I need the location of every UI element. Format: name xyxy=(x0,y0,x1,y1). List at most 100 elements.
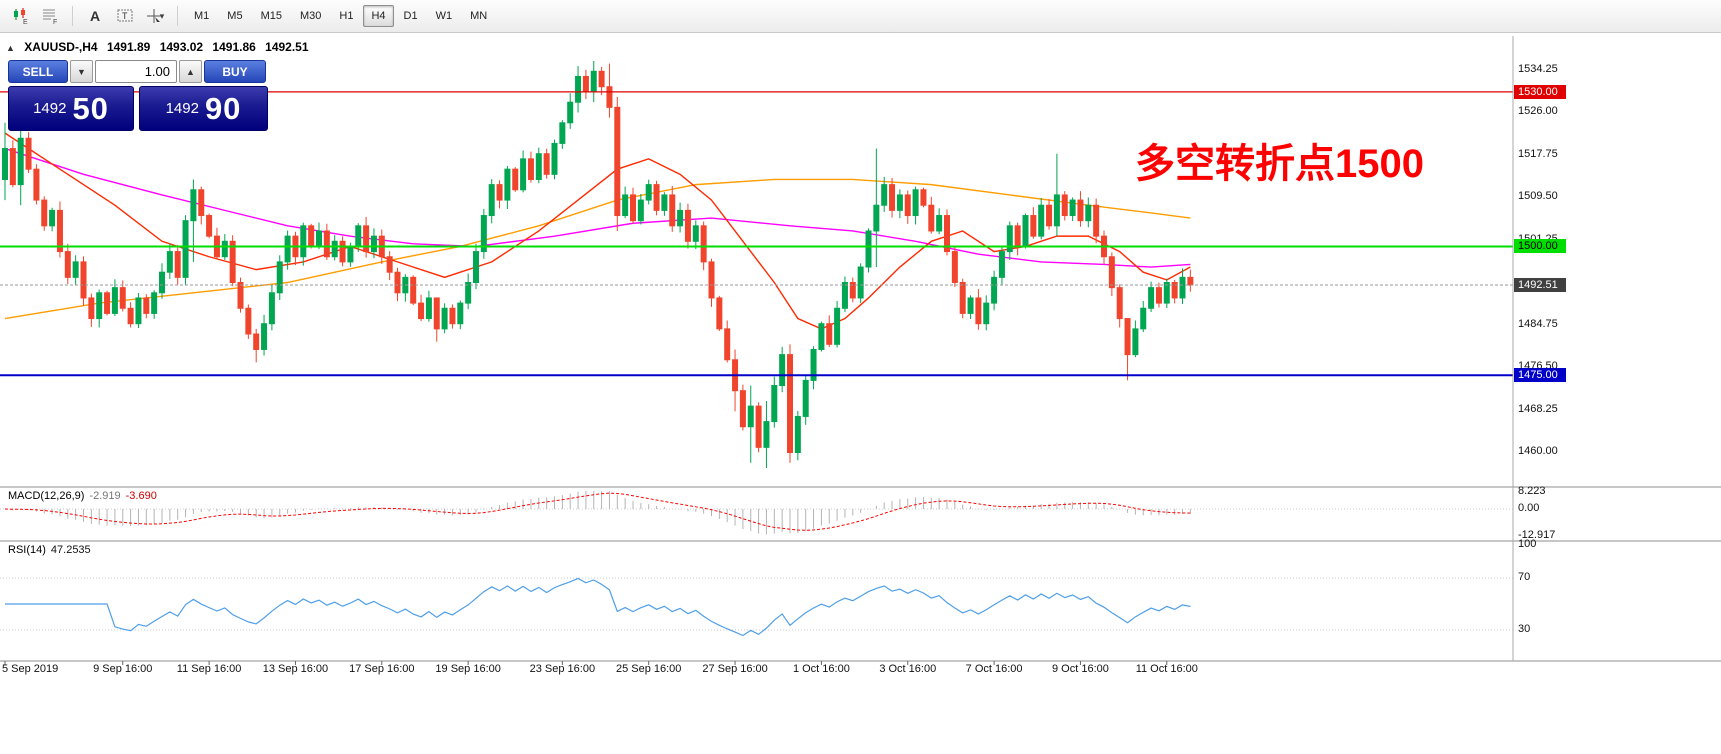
candle-body xyxy=(370,235,377,253)
candle-body xyxy=(920,189,927,206)
sell-button[interactable]: SELL xyxy=(8,60,68,83)
candle-body xyxy=(2,148,8,180)
candle-body xyxy=(849,281,856,299)
candle-body xyxy=(182,220,189,278)
axis-tick-label: 1468.25 xyxy=(1518,402,1558,415)
candle-body xyxy=(771,385,778,423)
candle-body xyxy=(410,276,417,304)
time-label: 1 Oct 16:00 xyxy=(792,663,850,675)
ohlc-close: 1492.51 xyxy=(265,40,309,54)
candle-body xyxy=(488,184,495,217)
candle-body xyxy=(245,307,252,335)
axis-tick-label: 1509.50 xyxy=(1518,190,1558,203)
buy-button[interactable]: BUY xyxy=(204,60,266,83)
candle-body xyxy=(33,168,40,201)
collapse-panel-icon[interactable]: ▲ xyxy=(6,43,15,53)
candle-body xyxy=(449,307,456,325)
crosshair-tool-button[interactable]: ▾ xyxy=(141,3,169,29)
candle-body xyxy=(598,70,605,88)
time-label: 27 Sep 16:00 xyxy=(702,663,768,675)
candle-body xyxy=(166,251,173,273)
timeframe-m15[interactable]: M15 xyxy=(260,10,282,22)
sub-letter-f: F xyxy=(53,19,57,25)
chart-annotation-text: 多空转折点1500 xyxy=(1135,142,1424,186)
candle-body xyxy=(316,230,322,247)
timeframe-h4[interactable]: H4 xyxy=(363,5,394,27)
timeframe-w1[interactable]: W1 xyxy=(435,10,453,22)
timeframe-d1[interactable]: D1 xyxy=(403,10,418,22)
time-label: 9 Sep 16:00 xyxy=(93,663,153,675)
candle-body xyxy=(661,194,668,211)
candle-body xyxy=(669,194,676,227)
crosshair-cursor-icon xyxy=(146,9,161,23)
candle-body xyxy=(276,261,283,294)
candle-body xyxy=(198,189,205,217)
timeframe-mn[interactable]: MN xyxy=(470,10,488,22)
candle-body xyxy=(229,240,236,283)
timeframe-m30[interactable]: M30 xyxy=(299,10,322,22)
letter-a-icon: A xyxy=(89,8,101,24)
macd-layer xyxy=(4,491,1191,535)
candle-body xyxy=(308,225,315,247)
candle-body xyxy=(802,379,809,417)
candle-body xyxy=(104,292,111,314)
volume-input[interactable] xyxy=(95,60,177,83)
candle-body xyxy=(567,101,574,124)
candle-body xyxy=(386,256,393,273)
level-lines-layer xyxy=(0,91,1513,377)
time-label: 19 Sep 16:00 xyxy=(435,663,501,675)
text-tool-button[interactable]: A xyxy=(81,3,109,29)
sell-price-tile[interactable]: 1492 50 xyxy=(8,86,134,131)
candle-body xyxy=(520,158,527,191)
candle-body xyxy=(206,215,213,237)
ohlc-open: 1491.89 xyxy=(106,40,151,54)
candle-body xyxy=(190,189,197,222)
time-label: 3 Oct 16:00 xyxy=(879,663,937,675)
timeframe-h1[interactable]: H1 xyxy=(339,10,354,22)
toolbar-separator xyxy=(177,6,178,26)
one-click-trade-row: SELL ▼ ▲ BUY xyxy=(8,60,266,83)
time-label: 11 Oct 16:00 xyxy=(1135,663,1198,675)
text-label-icon: T xyxy=(117,9,133,22)
candle-body xyxy=(135,297,142,325)
candle-body xyxy=(253,333,260,350)
candle-body xyxy=(896,194,903,211)
profile-button[interactable]: F xyxy=(36,3,64,29)
candle-body xyxy=(637,199,644,222)
candle-body xyxy=(841,281,848,309)
chart-template-button[interactable]: E xyxy=(6,3,34,29)
candle-body xyxy=(457,302,464,325)
bid-ask-tiles: 1492 50 1492 90 xyxy=(8,86,268,131)
candle-body xyxy=(49,209,56,227)
candle-body xyxy=(1163,281,1170,304)
label-tool-button[interactable]: T xyxy=(111,3,139,29)
candle-body xyxy=(1093,204,1100,237)
chart-canvas[interactable] xyxy=(0,33,1721,754)
macd-signal-value: -3.690 xyxy=(125,490,157,502)
macd-signal-line xyxy=(4,492,1191,531)
candle-body xyxy=(512,168,519,191)
candle-body xyxy=(1108,256,1115,289)
buy-price-tile[interactable]: 1492 90 xyxy=(139,86,268,131)
candle-body xyxy=(1069,199,1076,217)
volume-dropdown-button[interactable]: ▼ xyxy=(70,60,93,83)
macd-name: MACD(12,26,9) xyxy=(8,490,85,502)
candle-body xyxy=(1140,307,1147,330)
time-label: 17 Sep 16:00 xyxy=(349,663,415,675)
candle-body xyxy=(480,215,487,253)
candle-body xyxy=(1038,204,1045,237)
buy-price-pips: 90 xyxy=(204,90,242,126)
time-label: 5 Sep 2019 xyxy=(2,663,59,675)
axis-tick-label: 0.00 xyxy=(1518,502,1540,514)
volume-up-button[interactable]: ▲ xyxy=(179,60,202,83)
timeframe-m5[interactable]: M5 xyxy=(227,10,243,22)
candle-body xyxy=(983,302,990,325)
axis-tick-label: 1526.00 xyxy=(1518,105,1558,118)
candle-body xyxy=(1148,287,1155,309)
candle-body xyxy=(794,415,801,453)
candle-body xyxy=(1006,225,1013,253)
macd-label: MACD(12,26,9) -2.919 -3.690 xyxy=(8,490,157,502)
timeframe-m1[interactable]: M1 xyxy=(194,10,210,22)
candle-body xyxy=(677,209,684,227)
